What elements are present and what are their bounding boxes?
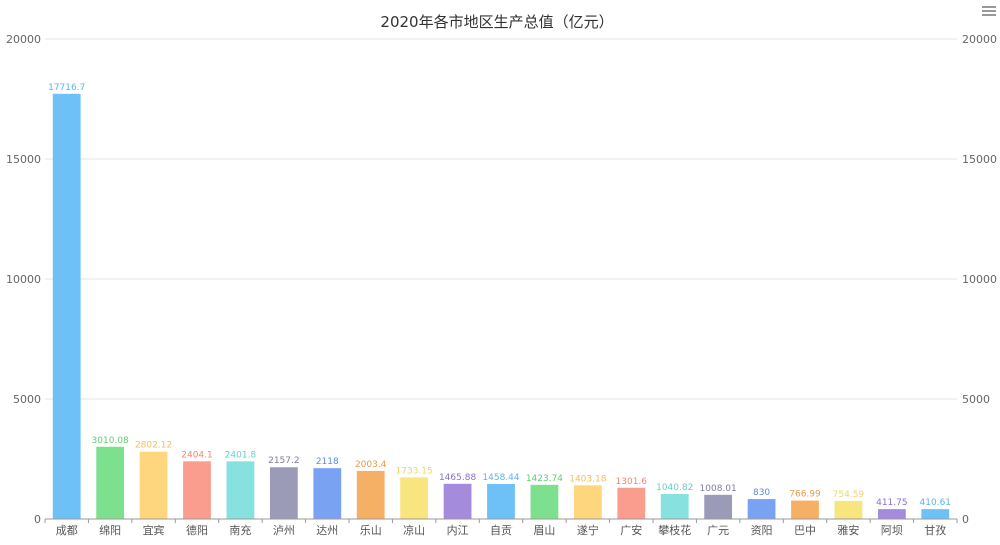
data-label: 754.59	[833, 490, 865, 500]
x-tick-label: 遂宁	[577, 523, 599, 537]
x-tick-label: 广安	[620, 523, 642, 537]
data-label: 17716.7	[48, 83, 85, 93]
menu-icon-line	[982, 6, 996, 8]
bar[interactable]	[356, 470, 385, 519]
bar[interactable]	[921, 509, 950, 519]
x-tick-label: 眉山	[533, 524, 555, 537]
bar-series	[52, 93, 950, 520]
bar[interactable]	[487, 483, 515, 519]
y-tick-label-right: 5000	[962, 393, 990, 406]
x-axis: 成都 绵阳 宜宾 德阳 南充 泸州 达州 乐山 凉山 内江 自贡 眉山 遂宁 广安 攀枝花 广元 资阳 巴中 雅安 阿…	[44, 518, 958, 537]
y-tick-label: 5000	[13, 393, 41, 406]
y-tick-label-right: 10000	[962, 273, 997, 286]
bar[interactable]	[52, 93, 81, 520]
bar[interactable]	[96, 446, 125, 519]
chart-title: 2020年各市地区生产总值（亿元）	[380, 13, 613, 31]
data-label: 1008.01	[700, 484, 737, 494]
data-label: 830	[753, 488, 770, 498]
data-label: 1403.18	[569, 474, 606, 484]
bar[interactable]	[313, 468, 342, 519]
data-label: 2401.8	[225, 450, 257, 460]
x-tick-label: 甘孜	[924, 523, 946, 537]
x-tick-label: 阿坝	[881, 523, 903, 537]
data-label: 1733.15	[396, 466, 433, 476]
bar[interactable]	[400, 477, 429, 519]
menu-icon[interactable]	[982, 4, 996, 18]
bar[interactable]	[443, 483, 472, 519]
x-tick-label: 绵阳	[99, 523, 121, 537]
bar[interactable]	[269, 467, 298, 519]
data-label: 2003.4	[355, 460, 387, 470]
bar[interactable]	[747, 499, 776, 519]
y-tick-label: 20000	[6, 33, 41, 46]
grid-lines	[45, 38, 957, 520]
data-label: 410.61	[920, 498, 952, 508]
data-label: 3010.08	[92, 436, 129, 446]
x-tick-label: 巴中	[794, 524, 816, 537]
bar[interactable]	[660, 494, 689, 519]
bar[interactable]	[791, 500, 819, 519]
x-tick-label: 攀枝花	[658, 523, 691, 537]
x-tick-label: 达州	[316, 524, 338, 537]
bar[interactable]	[877, 509, 906, 519]
data-label: 2802.12	[135, 441, 172, 451]
bar[interactable]	[530, 484, 559, 519]
x-tick-label: 雅安	[837, 523, 859, 537]
bar[interactable]	[226, 461, 255, 519]
y-axis-right: 0 5000 10000 15000 20000	[962, 33, 997, 526]
x-tick-label: 自贡	[490, 524, 512, 537]
x-tick-label: 泸州	[273, 524, 295, 537]
data-label: 1040.82	[656, 483, 693, 493]
data-label: 766.99	[789, 490, 821, 500]
menu-icon-line	[982, 10, 996, 12]
x-tick-label: 广元	[707, 524, 729, 537]
x-tick-label: 凉山	[403, 523, 425, 537]
y-axis-left: 0 5000 10000 15000 20000	[6, 33, 41, 526]
x-tick-label: 成都	[56, 524, 78, 537]
bar[interactable]	[704, 494, 733, 519]
data-label: 2118	[316, 457, 339, 467]
y-tick-label-right: 20000	[962, 33, 997, 46]
bar[interactable]	[573, 485, 602, 519]
y-tick-label-right: 15000	[962, 153, 997, 166]
data-label: 1301.6	[616, 477, 648, 487]
data-labels: 17716.7 3010.08 2802.12 2404.1 2401.8 2157.2 2…	[48, 83, 951, 508]
bar[interactable]	[617, 487, 646, 519]
x-tick-label: 内江	[447, 523, 469, 537]
data-label: 2157.2	[268, 456, 300, 466]
data-label: 2404.1	[181, 450, 213, 460]
x-tick-label: 资阳	[751, 524, 773, 537]
x-tick-label: 南充	[229, 523, 251, 537]
y-tick-label-right: 0	[962, 513, 969, 526]
data-label: 411.75	[876, 498, 908, 508]
y-tick-label: 15000	[6, 153, 41, 166]
x-tick-label: 宜宾	[143, 523, 165, 537]
bar[interactable]	[139, 451, 168, 519]
x-tick-label: 德阳	[186, 523, 208, 537]
data-label: 1465.88	[439, 473, 476, 483]
y-tick-label: 0	[34, 513, 41, 526]
bar[interactable]	[834, 500, 863, 519]
bar[interactable]	[183, 461, 211, 519]
data-label: 1458.44	[482, 473, 519, 483]
x-tick-label: 乐山	[360, 524, 382, 537]
y-tick-label: 10000	[6, 273, 41, 286]
data-label: 1423.74	[526, 474, 563, 484]
menu-icon-line	[982, 14, 996, 16]
